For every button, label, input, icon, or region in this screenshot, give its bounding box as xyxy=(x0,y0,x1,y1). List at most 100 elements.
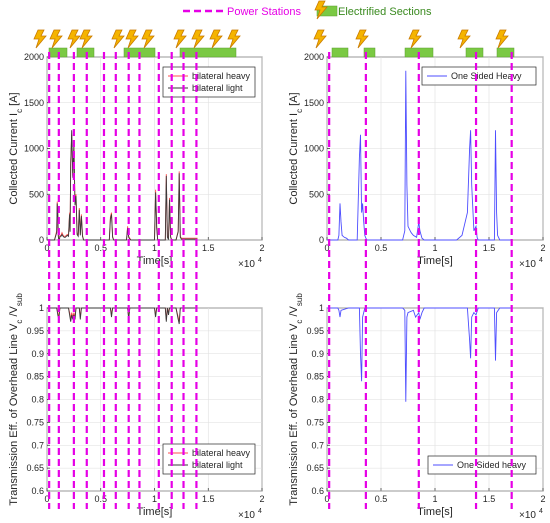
x-axis-exponent-power: 4 xyxy=(539,257,543,264)
electrified-section xyxy=(179,47,237,58)
lightning-bolt-icon xyxy=(79,29,93,49)
y-tick-label: 0.85 xyxy=(306,372,324,382)
x-axis-label: Time[s] xyxy=(137,255,173,267)
top-legend: Power Stations Electrified Sections xyxy=(183,0,432,20)
x-tick-label: 0.5 xyxy=(375,494,388,504)
y-tick-label: 0.95 xyxy=(26,326,44,336)
y-tick-label: 0 xyxy=(39,235,44,245)
chart-panel-3: 0 0.5 1 1.5 2 0.6 0.65 0.7 0.75 0.8 0.85 0.9 0.95 1 Ti… xyxy=(8,293,265,521)
electrified-sections-label: Electrified Sections xyxy=(338,6,432,18)
x-tick-label: 1.5 xyxy=(483,243,496,253)
lightning-bolt-icon xyxy=(191,29,205,49)
x-tick-label: 1.5 xyxy=(483,494,496,504)
lightning-bolt-icon xyxy=(495,29,509,49)
y-tick-label: 1500 xyxy=(24,98,44,108)
x-axis-exponent: ×10 xyxy=(238,510,255,521)
x-axis-label: Time[s] xyxy=(417,255,453,267)
x-axis-label: Time[s] xyxy=(137,506,173,518)
decor-layer: Power Stations Electrified Sections xyxy=(33,0,515,58)
x-tick-label: 0.5 xyxy=(94,243,107,253)
lightning-bolt-icon xyxy=(125,29,139,49)
x-tick-label: 1.5 xyxy=(202,494,215,504)
y-tick-label: 2000 xyxy=(24,52,44,62)
y-tick-label: 1500 xyxy=(304,98,324,108)
lightning-bolt-icon xyxy=(33,29,47,49)
lightning-bolt-icon xyxy=(314,0,328,20)
x-axis-exponent: ×10 xyxy=(519,510,536,521)
y-tick-label: 0 xyxy=(319,235,324,245)
y-tick-label: 500 xyxy=(309,189,324,199)
series-line xyxy=(47,130,198,241)
x-axis-exponent: ×10 xyxy=(519,259,536,270)
y-axis-label: Transmission Eff. of Overhead Line Vc /V… xyxy=(288,293,304,506)
x-tick-label: 0 xyxy=(324,243,329,253)
legend: bilateral heavy bilateral light xyxy=(162,443,256,475)
x-tick-label: 2 xyxy=(540,243,545,253)
x-tick-label: 2 xyxy=(540,494,545,504)
lightning-bolt-icon xyxy=(111,29,125,49)
legend-entry: One Sided heavy xyxy=(457,460,527,470)
x-tick-label: 1 xyxy=(152,494,157,504)
legend-entry: One Sided Heavy xyxy=(451,71,522,81)
x-tick-label: 1 xyxy=(152,243,157,253)
electrified-section xyxy=(363,47,376,58)
legend-box xyxy=(421,66,537,86)
x-axis-exponent-power: 4 xyxy=(539,508,543,515)
x-tick-label: 0.5 xyxy=(375,243,388,253)
lightning-bolt-icon xyxy=(49,29,63,49)
lightning-bolt-icon xyxy=(408,29,422,49)
legend: One Sided Heavy xyxy=(421,66,537,86)
y-tick-label: 0.6 xyxy=(31,486,44,496)
legend-entry: bilateral light xyxy=(192,83,243,93)
electrified-section xyxy=(76,47,95,58)
x-tick-label: 0 xyxy=(44,243,49,253)
x-tick-label: 1 xyxy=(432,243,437,253)
lightning-bolt-icon xyxy=(209,29,223,49)
x-axis-label: Time[s] xyxy=(417,506,453,518)
y-tick-label: 0.85 xyxy=(26,372,44,382)
electrified-section xyxy=(465,47,484,58)
x-axis-exponent-power: 4 xyxy=(258,257,262,264)
lightning-bolt-icon xyxy=(67,29,81,49)
y-axis-label: Transmission Eff. of Overhead Line Vc /V… xyxy=(8,293,24,506)
x-tick-label: 0 xyxy=(324,494,329,504)
electrified-section xyxy=(331,47,349,58)
legend: One Sided heavy xyxy=(427,455,537,475)
y-axis-label: Collected Current Ic [A] xyxy=(8,92,24,204)
y-tick-label: 0.8 xyxy=(311,395,324,405)
lightning-bolt-icon xyxy=(173,29,187,49)
y-tick-label: 0.95 xyxy=(306,326,324,336)
y-tick-label: 0.65 xyxy=(306,463,324,473)
x-tick-label: 1 xyxy=(432,494,437,504)
x-axis-exponent-power: 4 xyxy=(258,508,262,515)
lightning-bolt-icon xyxy=(227,29,241,49)
chart-panel-2: 0 0.5 1 1.5 2 0 500 1000 1500 2000 Time[s] ×10 4 Coll… xyxy=(288,52,546,270)
chart-panel-4: 0 0.5 1 1.5 2 0.6 0.65 0.7 0.75 0.8 0.85 0.9 0.95 1 Ti… xyxy=(288,293,546,521)
x-tick-label: 1.5 xyxy=(202,243,215,253)
x-tick-label: 0.5 xyxy=(94,494,107,504)
legend-entry: bilateral light xyxy=(192,460,243,470)
y-tick-label: 0.75 xyxy=(26,417,44,427)
x-tick-label: 2 xyxy=(259,494,264,504)
y-tick-label: 2000 xyxy=(304,52,324,62)
x-tick-label: 2 xyxy=(259,243,264,253)
legend-box xyxy=(427,455,537,475)
y-tick-label: 0.8 xyxy=(31,395,44,405)
y-tick-label: 1 xyxy=(39,303,44,313)
lightning-bolt-icon xyxy=(141,29,155,49)
y-tick-label: 0.9 xyxy=(31,349,44,359)
electrified-section xyxy=(496,47,515,58)
chart-panel-1: 0 0.5 1 1.5 2 0 500 1000 1500 2000 Time[s] ×10 4 Coll… xyxy=(8,52,265,270)
y-tick-label: 1000 xyxy=(24,144,44,154)
y-tick-label: 1000 xyxy=(304,144,324,154)
lightning-bolt-icon xyxy=(457,29,471,49)
x-tick-label: 0 xyxy=(44,494,49,504)
y-tick-label: 0.7 xyxy=(31,440,44,450)
x-axis-exponent: ×10 xyxy=(238,259,255,270)
legend-entry: bilateral heavy xyxy=(192,71,251,81)
electrified-legend-swatch xyxy=(316,5,338,17)
y-tick-label: 0.75 xyxy=(306,417,324,427)
legend-entry: bilateral heavy xyxy=(192,448,251,458)
